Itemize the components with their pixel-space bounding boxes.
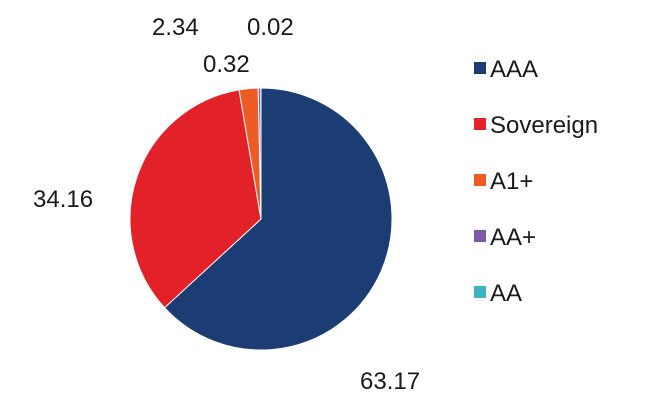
legend-label-aaa: AAA — [490, 56, 538, 83]
legend-swatch-aaa — [474, 62, 486, 74]
data-label-sovereign: 34.16 — [33, 186, 93, 213]
legend-label-aaplus: AA+ — [490, 224, 536, 251]
data-label-aaa: 63.17 — [360, 368, 420, 395]
legend-swatch-aaplus — [474, 230, 486, 242]
legend-label-sovereign: Sovereign — [490, 112, 598, 139]
data-label-aaplus: 0.32 — [203, 51, 250, 78]
pie-slice-aaa — [163, 87, 393, 351]
pie-slice-sovereign — [129, 89, 262, 309]
legend: AAA Sovereign A1+ AA+ AA — [474, 56, 598, 307]
legend-label-aa: AA — [490, 280, 522, 307]
legend-swatch-sovereign — [474, 118, 486, 130]
data-label-aa: 0.02 — [247, 14, 294, 41]
legend-swatch-a1plus — [474, 174, 486, 186]
data-label-a1plus: 2.34 — [152, 14, 199, 41]
legend-swatch-aa — [474, 286, 486, 298]
legend-label-a1plus: A1+ — [490, 168, 533, 195]
pie-slices — [129, 87, 393, 351]
